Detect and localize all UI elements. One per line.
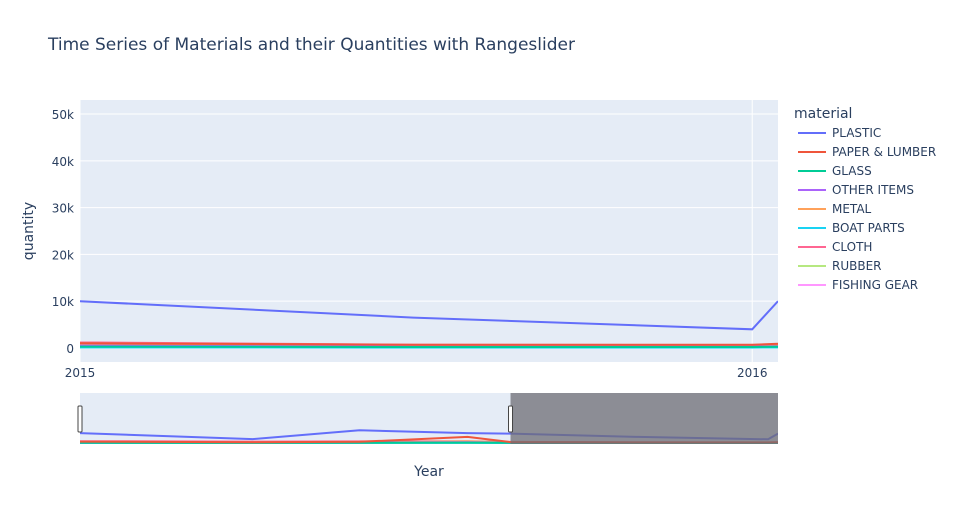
x-axis-label: Year [413,464,444,480]
legend-label: METAL [832,202,872,216]
legend-item[interactable]: PLASTIC [798,126,881,140]
y-tick-label: 10k [52,295,74,309]
legend-label: GLASS [832,164,872,178]
legend-item[interactable]: PAPER & LUMBER [798,145,936,159]
legend-item[interactable]: GLASS [798,164,872,178]
rangeslider-unselected-mask [511,393,778,444]
chart-title: Time Series of Materials and their Quant… [47,35,575,55]
y-tick-label: 0 [66,342,74,356]
x-axis-ticks: 2015 2016 [65,366,768,380]
legend-item[interactable]: CLOTH [798,240,872,254]
legend-label: PLASTIC [832,126,881,140]
legend-items: PLASTIC PAPER & LUMBER GLASS OTHER ITEMS MET… [798,126,936,292]
legend-item[interactable]: FISHING GEAR [798,278,918,292]
legend-label: FISHING GEAR [832,278,918,292]
rangeslider[interactable] [78,393,778,444]
legend-item[interactable]: METAL [798,202,872,216]
y-tick-label: 30k [52,202,74,216]
y-tick-label: 50k [52,108,74,122]
legend-label: RUBBER [832,259,882,273]
main-plot-area[interactable] [80,100,778,362]
legend-label: OTHER ITEMS [832,183,914,197]
y-axis-label: quantity [21,202,37,260]
legend-label: CLOTH [832,240,872,254]
legend-item[interactable]: RUBBER [798,259,882,273]
y-axis-ticks: 0 10k 20k 30k 40k 50k [52,108,74,356]
legend-label: BOAT PARTS [832,221,905,235]
rangeslider-right-handle[interactable] [509,406,513,432]
rangeslider-left-handle[interactable] [78,406,82,432]
legend-item[interactable]: BOAT PARTS [798,221,905,235]
legend-item[interactable]: OTHER ITEMS [798,183,914,197]
legend-title: material [794,106,852,122]
y-tick-label: 20k [52,248,74,262]
legend: material PLASTIC PAPER & LUMBER GLASS OTHER… [794,106,936,292]
y-tick-label: 40k [52,155,74,169]
main-plot[interactable] [0,100,778,362]
x-tick-label: 2015 [65,366,96,380]
legend-label: PAPER & LUMBER [832,145,936,159]
x-tick-label: 2016 [737,366,768,380]
